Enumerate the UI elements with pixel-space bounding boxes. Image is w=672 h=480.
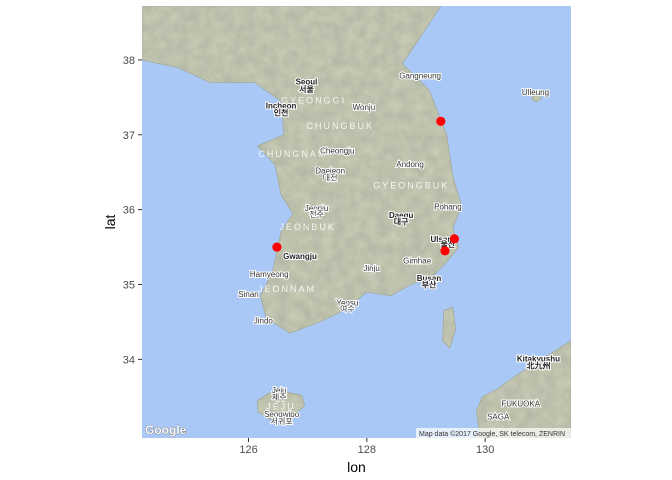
- attribution-bg: [416, 428, 571, 438]
- x-tick-label: 130: [476, 444, 494, 456]
- map-place-labels: Seoul서울Incheon인천Daegu대구Ulsan울산Busan부산Gwa…: [237, 71, 561, 427]
- map-place-label: Gimhae: [403, 257, 432, 266]
- y-axis-title: lat: [102, 215, 118, 230]
- region-label: JEONNAM: [258, 284, 316, 294]
- map-place-label: 대구: [394, 217, 409, 227]
- map-place-label: Wonju: [353, 103, 376, 112]
- map-place-label: Jeju: [272, 386, 287, 395]
- region-label: JEJU: [266, 402, 296, 412]
- map-place-label: 전주: [309, 209, 324, 219]
- map-place-label: 여수: [340, 303, 355, 313]
- map-place-label: Gangneung: [399, 72, 441, 81]
- panel: GYEONGGI CHUNGBUK CHUNGNAM GYEONGBUK JEONBUK…: [142, 6, 571, 438]
- land-kyushu-terrain: [473, 340, 571, 438]
- map-land: [142, 6, 571, 438]
- map-place-label: FUKUOKA: [501, 400, 540, 409]
- land-korean-peninsula-terrain: [142, 6, 462, 334]
- map-place-label: Jindo: [254, 316, 274, 325]
- map-place-label: Sinan: [238, 290, 258, 299]
- x-tick-label: 126: [239, 444, 257, 456]
- map-place-label: 서울: [299, 84, 314, 94]
- y-tick-label: 35: [123, 280, 135, 292]
- map-place-label: Jeonju: [305, 204, 329, 213]
- region-label: JEONBUK: [279, 222, 336, 232]
- x-axis-title: lon: [347, 459, 366, 475]
- map-place-label: 北九州: [526, 360, 550, 370]
- data-point: [436, 116, 446, 126]
- y-tick-label: 38: [123, 55, 135, 67]
- map-place-label: Ulleung: [522, 88, 549, 97]
- data-points: [272, 116, 460, 256]
- map-place-label: Daejeon: [315, 167, 345, 176]
- map-place-label: 인천: [274, 107, 289, 117]
- map-place-label: Jinju: [363, 264, 379, 273]
- region-label: CHUNGNAM: [258, 149, 327, 159]
- google-logo[interactable]: Google: [145, 423, 187, 438]
- data-point: [449, 234, 460, 244]
- region-label: GYEONGGI: [281, 95, 346, 105]
- y-tick-label: 37: [123, 130, 135, 142]
- y-tick-label: 36: [123, 205, 135, 217]
- map-place-label: Kitakyushu: [517, 355, 560, 364]
- map-place-label: Gwangju: [283, 252, 317, 261]
- map-place-label: 서귀포: [271, 416, 293, 426]
- region-label: GYEONGBUK: [373, 181, 449, 191]
- map-place-label: Hamyeong: [250, 270, 289, 279]
- map-place-label: Seogwipo: [264, 410, 300, 419]
- data-point: [440, 246, 450, 256]
- map-place-label: Daegu: [389, 211, 414, 220]
- map-place-label: Incheon: [266, 102, 297, 111]
- map-place-label: Busan: [417, 274, 442, 283]
- land-ulleung-island-terrain: [531, 93, 542, 102]
- map-place-label: 대전: [323, 172, 338, 182]
- y-tick-label: 34: [123, 354, 135, 366]
- map-place-label: SAGA: [487, 412, 510, 421]
- land-tsushima-terrain: [442, 307, 456, 349]
- map-place-label: Yeosu: [336, 298, 358, 307]
- map-place-label: Ulsan: [431, 235, 453, 244]
- map-place-label: 부산: [422, 280, 437, 290]
- x-tick-label: 128: [358, 444, 376, 456]
- map-place-label: Andong: [396, 160, 424, 169]
- map-place-label: Pohang: [434, 203, 462, 212]
- map-place-label: 제주: [272, 393, 287, 402]
- data-point: [272, 242, 282, 252]
- map-place-label: Seoul: [296, 78, 318, 87]
- map-region-labels: GYEONGGI CHUNGBUK CHUNGNAM GYEONGBUK JEONBUK…: [258, 95, 449, 412]
- y-axis: 34 35 36 37 38: [123, 55, 142, 366]
- x-axis: 126 128 130: [239, 438, 494, 456]
- map-attribution[interactable]: Map data ©2017 Google, SK telecom, ZENRI…: [419, 430, 565, 438]
- land-jeju-island-terrain: [257, 391, 305, 420]
- region-label: CHUNGBUK: [306, 121, 374, 131]
- map-place-label: Cheongju: [320, 146, 354, 155]
